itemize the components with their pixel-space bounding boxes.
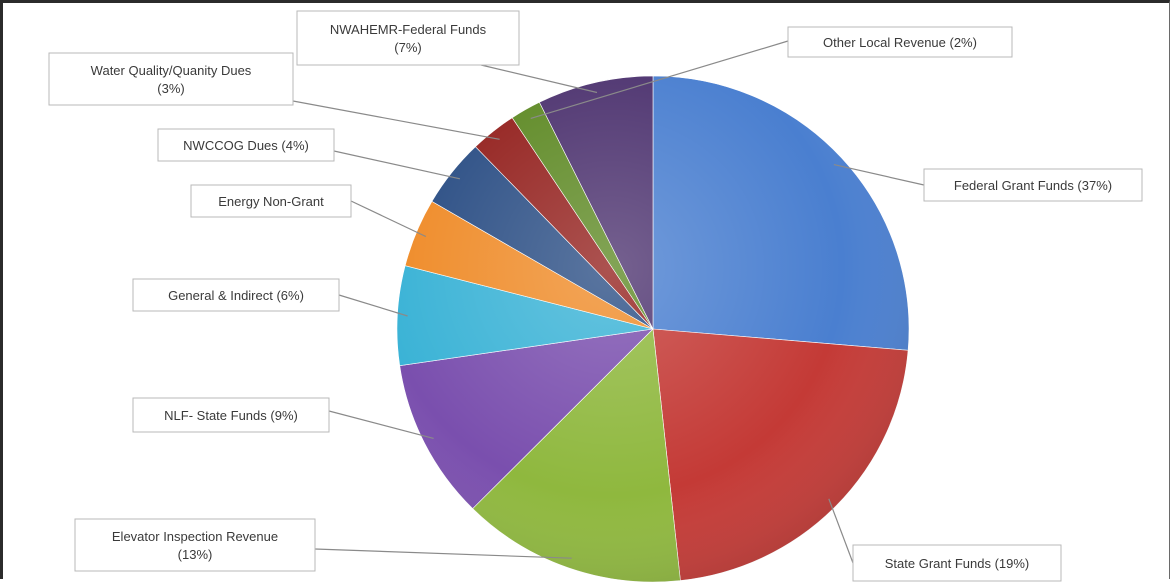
leader-line — [338, 294, 408, 317]
pie-slices — [396, 75, 910, 583]
pie-slice — [652, 75, 910, 351]
data-label-box — [74, 518, 316, 572]
data-label: General & Indirect (6%) — [168, 288, 304, 303]
slice-labels: Federal Grant Funds (37%) State Grant Fun… — [48, 10, 1143, 582]
leader-line — [480, 64, 598, 94]
data-label: NWAHEMR-Federal Funds (7%) — [330, 22, 487, 55]
data-label-box — [787, 26, 1013, 58]
data-label-box — [296, 10, 520, 66]
data-label-box — [48, 52, 294, 106]
data-label: State Grant Funds (19%) — [885, 556, 1030, 571]
data-label-box — [190, 184, 352, 218]
pie-chart: Federal Grant Funds (37%) State Grant Fun… — [48, 10, 1143, 583]
leader-line — [292, 100, 500, 140]
data-label-box — [852, 544, 1062, 582]
leader-line — [530, 40, 789, 119]
leader-line — [828, 498, 854, 564]
leader-line — [333, 150, 461, 180]
data-label-box — [157, 128, 335, 162]
data-label: Other Local Revenue (2%) — [823, 35, 977, 50]
data-label-box — [132, 397, 330, 433]
data-label: NWCCOG Dues (4%) — [183, 138, 309, 153]
pie-slice — [652, 328, 909, 581]
leader-line — [314, 548, 572, 559]
data-label: Water Quality/Quanity Dues (3%) — [91, 63, 252, 96]
leader-line — [328, 410, 434, 439]
leader-line — [350, 200, 427, 238]
data-label: NLF- State Funds (9%) — [164, 408, 298, 423]
data-label: Federal Grant Funds (37%) — [954, 178, 1112, 193]
data-label-box — [923, 168, 1143, 202]
data-label-box — [132, 278, 340, 312]
leader-line — [833, 164, 925, 186]
data-label: Elevator Inspection Revenue (13%) — [112, 529, 278, 562]
leader-lines — [292, 40, 925, 564]
data-label: Energy Non-Grant — [218, 194, 324, 209]
